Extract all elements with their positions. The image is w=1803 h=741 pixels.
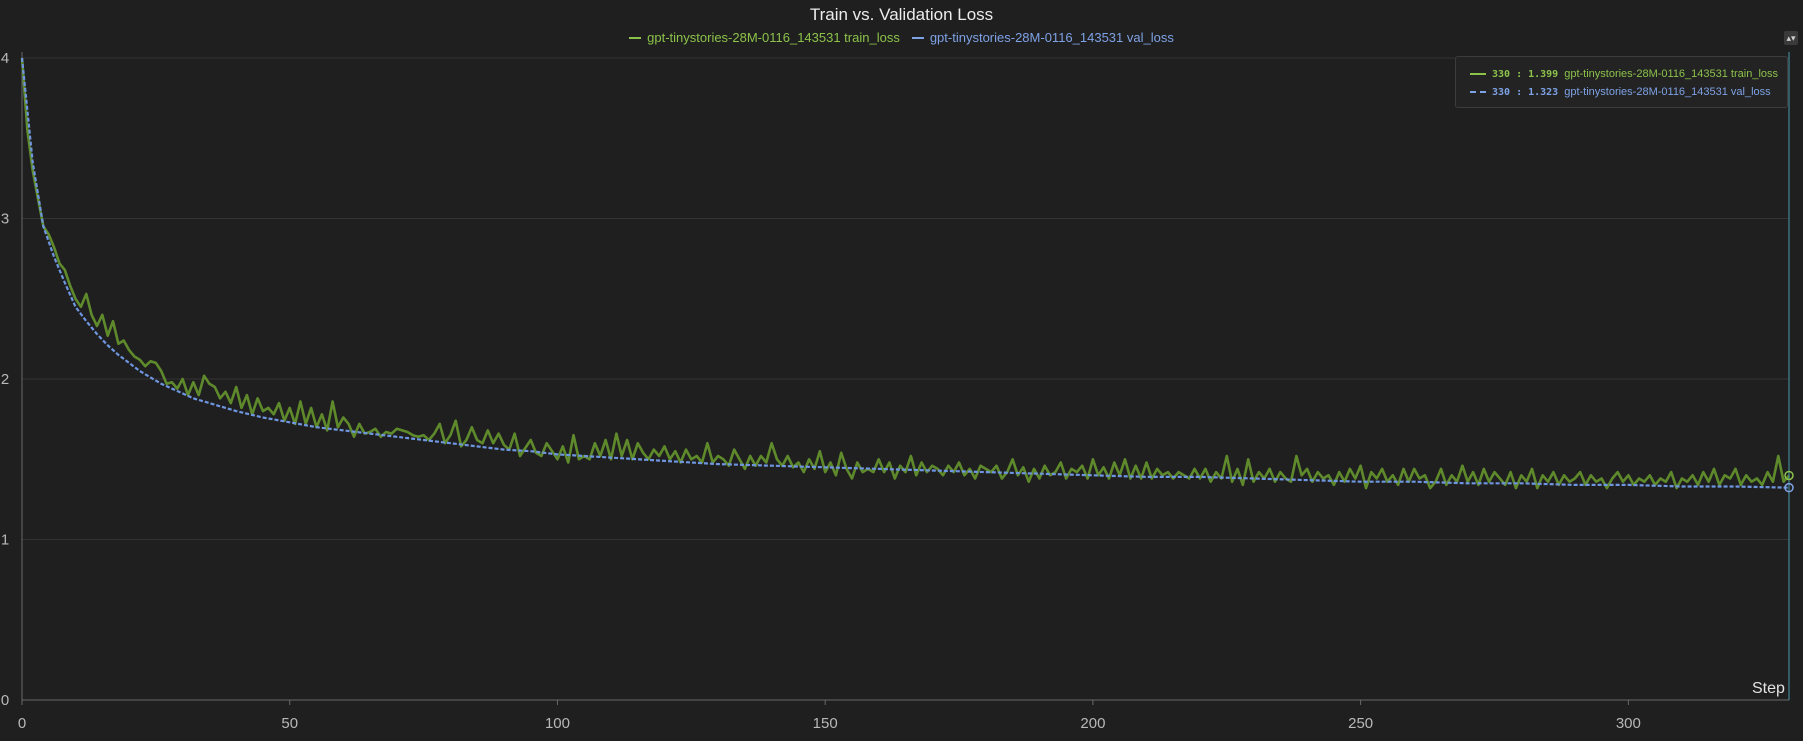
- x-tick-label: 0: [18, 715, 26, 732]
- hover-point-val: [1784, 482, 1794, 493]
- tooltip-value-val: 1.323: [1528, 86, 1559, 98]
- series-line-train-loss: [20, 57, 1790, 490]
- tooltip-step-train: 330: [1492, 68, 1511, 80]
- x-tick-label: 150: [813, 715, 838, 732]
- x-tick-label: 300: [1616, 715, 1641, 732]
- y-tick-label: 4: [1, 50, 9, 67]
- legend-label-train: gpt-tinystories-28M-0116_143531 train_lo…: [647, 30, 900, 45]
- legend-item-val[interactable]: gpt-tinystories-28M-0116_143531 val_loss: [911, 30, 1174, 45]
- series-line-val-loss: [20, 57, 1790, 489]
- tooltip-label-val: gpt-tinystories-28M-0116_143531 val_loss: [1564, 86, 1771, 98]
- tooltip-step-val: 330: [1492, 86, 1511, 98]
- x-tick-label: 250: [1348, 715, 1373, 732]
- tooltip-label-train: gpt-tinystories-28M-0116_143531 train_lo…: [1564, 68, 1779, 80]
- chart-legend: gpt-tinystories-28M-0116_143531 train_lo…: [0, 30, 1803, 45]
- tooltip-colon: :: [1516, 68, 1523, 80]
- tooltip-row-train: 330: 1.399 gpt-tinystories-28M-0116_1435…: [1470, 65, 1787, 83]
- x-tick-label: 100: [545, 715, 570, 732]
- y-tick-label: 0: [1, 692, 9, 709]
- tooltip-row-val: 330: 1.323 gpt-tinystories-28M-0116_1435…: [1470, 83, 1787, 101]
- legend-item-train[interactable]: gpt-tinystories-28M-0116_143531 train_lo…: [629, 30, 900, 45]
- tooltip-colon: :: [1516, 86, 1523, 98]
- tooltip-swatch-val: [1470, 91, 1486, 93]
- y-tick-label: 3: [1, 211, 9, 228]
- chevron-up-down-icon: ▴▾: [1786, 33, 1796, 43]
- y-tick-label: 1: [1, 532, 9, 549]
- x-tick-label: 50: [281, 715, 298, 732]
- hover-tooltip: 330: 1.399 gpt-tinystories-28M-0116_1435…: [1455, 56, 1788, 108]
- tooltip-value-train: 1.399: [1528, 68, 1559, 80]
- x-tick-label: 200: [1080, 715, 1105, 732]
- x-axis-label: Step: [1752, 680, 1785, 697]
- chart-title: Train vs. Validation Loss: [809, 5, 994, 24]
- tooltip-swatch-train: [1470, 73, 1486, 75]
- chart-menu-button[interactable]: ▴▾: [1784, 31, 1798, 45]
- y-tick-label: 2: [1, 371, 9, 388]
- legend-swatch-val: [911, 36, 924, 39]
- hover-point-train: [1784, 470, 1794, 481]
- legend-swatch-train: [629, 36, 642, 39]
- legend-label-val: gpt-tinystories-28M-0116_143531 val_loss: [929, 30, 1174, 45]
